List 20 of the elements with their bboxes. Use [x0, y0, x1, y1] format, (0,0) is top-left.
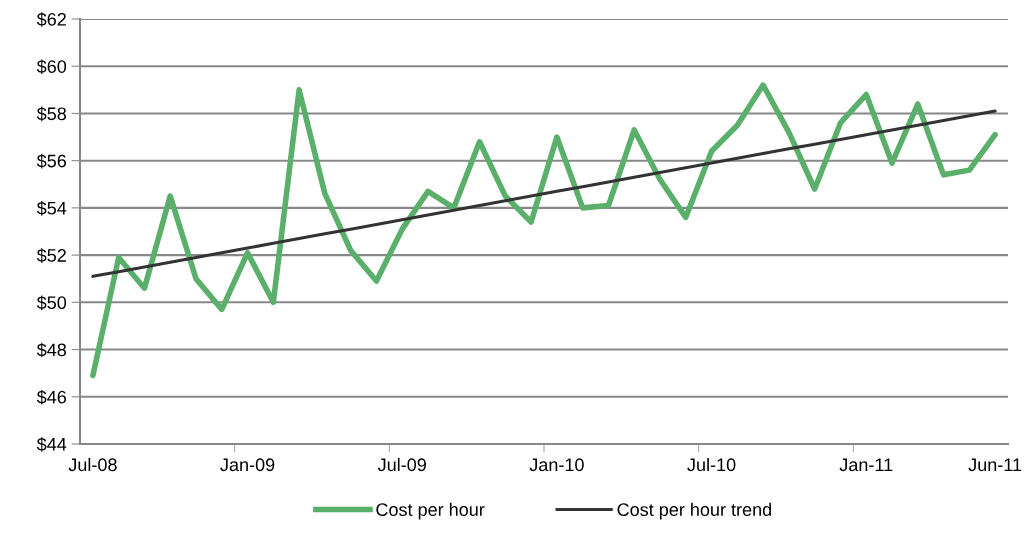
x-tick-label: Jul-09: [377, 457, 426, 472]
x-tick-label: Jan-11: [839, 458, 893, 472]
y-tick-label: $54: [36, 201, 67, 216]
x-tick-label: Jan-09: [220, 458, 275, 472]
y-tick-label: $48: [36, 342, 67, 358]
y-tick-label: $52: [36, 248, 66, 263]
x-tick-label: Jul-08: [68, 457, 117, 472]
y-tick-label: $60: [36, 59, 67, 75]
y-tick-label: $62: [36, 12, 66, 27]
y-tick-label: $50: [36, 295, 67, 311]
legend-label: Cost per hour: [376, 502, 485, 520]
y-tick-label: $44: [36, 437, 67, 452]
x-tick-label: Jul-10: [687, 457, 736, 472]
x-tick-label: Jun-11: [968, 458, 1022, 472]
x-tick-label: Jan-10: [529, 458, 584, 472]
y-tick-label: $46: [36, 389, 67, 405]
y-tick-label: $58: [36, 106, 67, 122]
y-tick-label: $56: [36, 153, 67, 169]
line-series: [91, 109, 997, 278]
legend-label: Cost per hour trend: [617, 502, 772, 520]
